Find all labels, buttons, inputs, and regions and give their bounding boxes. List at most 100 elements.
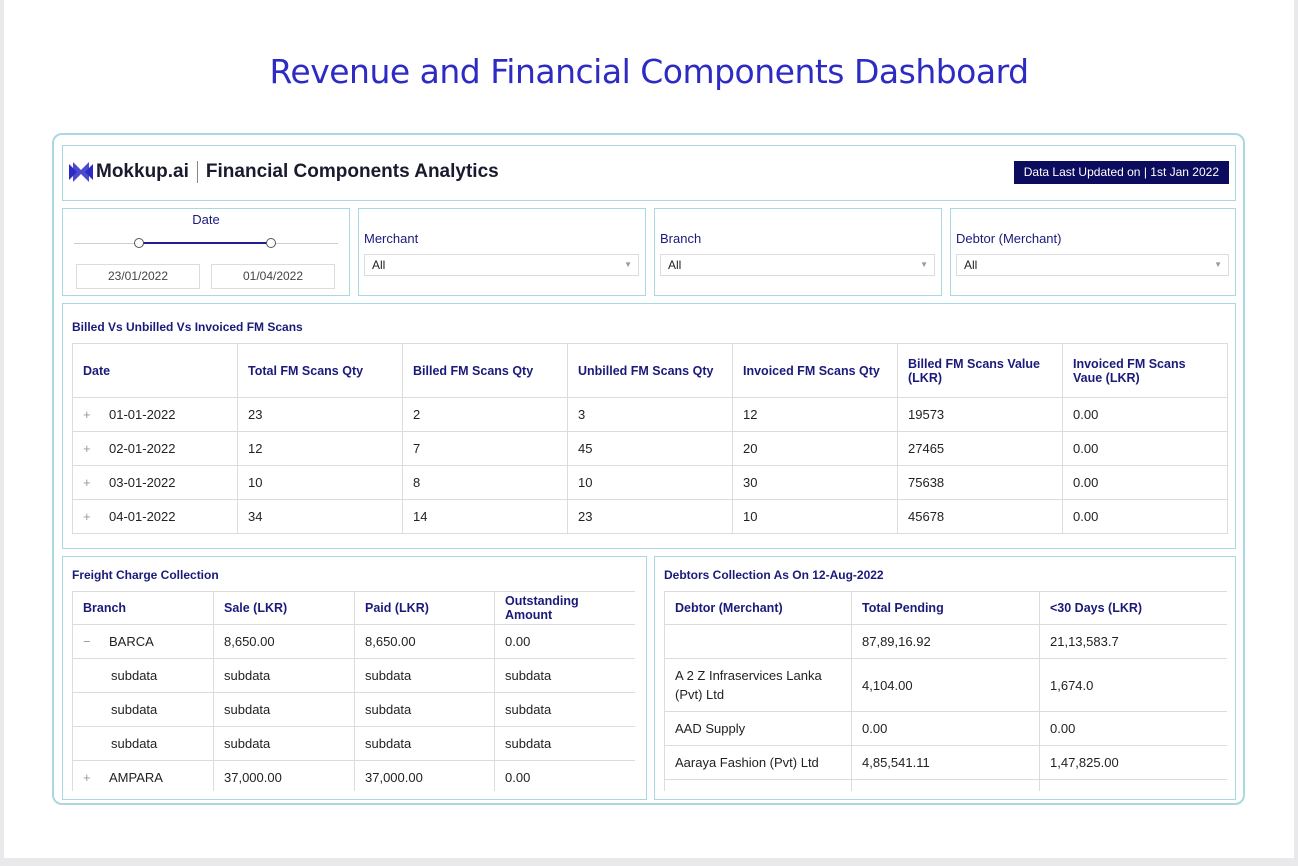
expand-icon[interactable]: + — [83, 509, 91, 524]
table-cell: 0.00 — [494, 624, 635, 659]
table-cell: 8 — [402, 465, 568, 500]
column-header: Debtor (Merchant) — [664, 591, 852, 625]
expand-icon[interactable]: + — [83, 407, 91, 422]
table-cell: 23 — [237, 397, 403, 432]
brand-name: Mokkup.ai — [96, 161, 189, 182]
table-cell: 0.00 — [1062, 397, 1228, 432]
table-cell: 37,000.00 — [354, 760, 495, 791]
table-row: subdata subdata subdata subdata — [72, 692, 635, 727]
debtor-cell: A 2 Z Infraservices Lanka (Pvt) Ltd — [664, 658, 852, 712]
branch-cell: subdata — [72, 726, 214, 761]
chevron-down-icon: ▼ — [920, 260, 928, 269]
table-cell: 14 — [402, 499, 568, 534]
table-cell: subdata — [213, 658, 355, 693]
table-cell: 3 — [567, 397, 733, 432]
date-end-input[interactable]: 01/04/2022 — [211, 264, 335, 289]
table-row: Aaraya Fashion (Pvt) Ltd 4,85,541.11 1,47,… — [664, 745, 1227, 780]
expand-icon[interactable]: + — [83, 441, 91, 456]
date-filter: Date 23/01/2022 01/04/2022 — [62, 208, 350, 296]
branch-name: subdata — [111, 736, 158, 751]
table-cell: 1,47,825.00 — [1039, 745, 1227, 780]
table-cell: 1,674.0 — [1039, 658, 1227, 712]
date-cell: +04-01-2022 — [72, 499, 238, 534]
debtor-cell: Aaraya Fashion (Pvt) Ltd — [664, 779, 852, 791]
table-cell: 10 — [732, 499, 898, 534]
header-bar: Mokkup.ai Financial Components Analytics… — [62, 145, 1236, 201]
column-header: Branch — [72, 591, 214, 625]
debtors-panel: Debtors Collection As On 12-Aug-2022 Deb… — [654, 556, 1236, 800]
date-slider-start-handle[interactable] — [134, 238, 144, 248]
debtor-select[interactable]: All ▼ — [956, 254, 1229, 276]
column-header: Billed FM Scans Qty — [402, 343, 568, 398]
debtor-cell: AAD Supply — [664, 711, 852, 746]
collapse-icon[interactable]: − — [83, 634, 91, 649]
expand-icon[interactable]: + — [83, 770, 91, 785]
table-cell: 19573 — [897, 397, 1063, 432]
column-header: <30 Days (LKR) — [1039, 591, 1227, 625]
table-cell: 0.00 — [851, 711, 1040, 746]
debtors-table: Debtor (Merchant) Total Pending <30 Days (… — [664, 591, 1227, 791]
freight-table: Branch Sale (LKR) Paid (LKR) Outstanding Am… — [72, 591, 635, 791]
table-row: subdata subdata subdata subdata — [72, 658, 635, 693]
table-header-row: Branch Sale (LKR) Paid (LKR) Outstanding Am… — [72, 591, 635, 625]
mokkup-logo-icon — [69, 162, 93, 182]
freight-title: Freight Charge Collection — [72, 568, 219, 582]
page-title: Revenue and Financial Components Dashboa… — [269, 52, 1029, 91]
table-row: Aaraya Fashion (Pvt) Ltd11,235.0021,357.… — [664, 779, 1227, 791]
date-value: 02-01-2022 — [109, 441, 176, 456]
column-header: Outstanding Amount — [494, 591, 635, 625]
table-cell: 0.00 — [494, 760, 635, 791]
fm-scans-title: Billed Vs Unbilled Vs Invoiced FM Scans — [72, 320, 303, 334]
table-cell: 23 — [567, 499, 733, 534]
table-row: + AMPARA 37,000.00 37,000.00 0.00 — [72, 760, 635, 791]
branch-filter: Branch All ▼ — [654, 208, 942, 296]
debtors-table-scroll[interactable]: Debtor (Merchant) Total Pending <30 Days (… — [664, 591, 1227, 791]
table-cell: subdata — [494, 658, 635, 693]
branch-select[interactable]: All ▼ — [660, 254, 935, 276]
branch-cell: subdata — [72, 658, 214, 693]
freight-table-scroll[interactable]: Branch Sale (LKR) Paid (LKR) Outstanding Am… — [72, 591, 635, 791]
table-cell: 10 — [237, 465, 403, 500]
branch-cell: − BARCA — [72, 624, 214, 659]
table-cell: 4,85,541.11 — [851, 745, 1040, 780]
date-slider-end-handle[interactable] — [266, 238, 276, 248]
table-row: +03-01-2022 10 8 10 30 75638 0.00 — [72, 465, 1228, 500]
table-row: +04-01-2022 34 14 23 10 45678 0.00 — [72, 499, 1228, 534]
table-cell: 0.00 — [1062, 499, 1228, 534]
brand-logo: Mokkup.ai Financial Components Analytics — [69, 161, 499, 183]
table-cell: 21,357.00 — [1039, 779, 1227, 791]
table-cell: 0.00 — [1062, 431, 1228, 466]
date-value: 01-01-2022 — [109, 407, 176, 422]
column-header: Billed FM Scans Value (LKR) — [897, 343, 1063, 398]
merchant-filter: Merchant All ▼ — [358, 208, 646, 296]
table-cell: 11,235.00 — [851, 779, 1040, 791]
fm-scans-panel: Billed Vs Unbilled Vs Invoiced FM Scans … — [62, 303, 1236, 549]
expand-icon[interactable]: + — [83, 475, 91, 490]
date-filter-label: Date — [192, 212, 220, 227]
column-header: Total Pending — [851, 591, 1040, 625]
column-header: Sale (LKR) — [213, 591, 355, 625]
date-cell: +03-01-2022 — [72, 465, 238, 500]
fm-scans-table: Date Total FM Scans Qty Billed FM Scans Qt… — [72, 343, 1228, 534]
table-cell: subdata — [354, 692, 495, 727]
table-cell: 2 — [402, 397, 568, 432]
branch-select-value: All — [668, 258, 682, 272]
column-header: Paid (LKR) — [354, 591, 495, 625]
debtors-title: Debtors Collection As On 12-Aug-2022 — [664, 568, 884, 582]
table-cell: subdata — [354, 726, 495, 761]
table-cell: subdata — [213, 726, 355, 761]
column-header: Invoiced FM Scans Vaue (LKR) — [1062, 343, 1228, 398]
date-start-input[interactable]: 23/01/2022 — [76, 264, 200, 289]
merchant-select[interactable]: All ▼ — [364, 254, 639, 276]
branch-name: subdata — [111, 702, 158, 717]
table-cell: 8,650.00 — [354, 624, 495, 659]
date-cell: +01-01-2022 — [72, 397, 238, 432]
column-header: Invoiced FM Scans Qty — [732, 343, 898, 398]
table-row: 87,89,16.92 21,13,583.7 — [664, 624, 1227, 659]
table-cell: 0.00 — [1062, 465, 1228, 500]
table-cell: 7 — [402, 431, 568, 466]
merchant-filter-label: Merchant — [364, 231, 419, 246]
branch-name: subdata — [111, 668, 158, 683]
column-header: Date — [72, 343, 238, 398]
debtor-cell: Aaraya Fashion (Pvt) Ltd — [664, 745, 852, 780]
